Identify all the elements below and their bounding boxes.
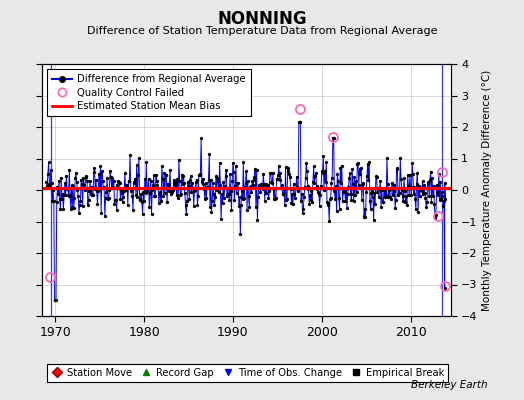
Text: NONNING: NONNING [217, 10, 307, 28]
Y-axis label: Monthly Temperature Anomaly Difference (°C): Monthly Temperature Anomaly Difference (… [482, 69, 492, 311]
Legend: Station Move, Record Gap, Time of Obs. Change, Empirical Break: Station Move, Record Gap, Time of Obs. C… [47, 364, 448, 382]
Text: Difference of Station Temperature Data from Regional Average: Difference of Station Temperature Data f… [87, 26, 437, 36]
Text: Berkeley Earth: Berkeley Earth [411, 380, 487, 390]
